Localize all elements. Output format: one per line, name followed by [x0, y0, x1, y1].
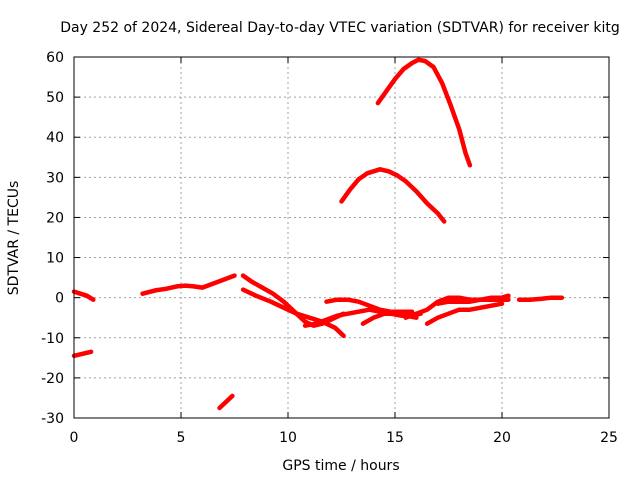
series-track-f: [240, 287, 346, 339]
data-series: [71, 57, 565, 411]
series-track-b: [71, 349, 94, 359]
plot-frame: [73, 56, 610, 419]
y-tick-label: 50: [46, 90, 64, 106]
series-track-a: [71, 289, 96, 302]
x-tick-label: 20: [493, 430, 511, 446]
y-tick-label: 40: [46, 130, 64, 146]
series-track-c: [140, 273, 237, 296]
y-tick-label: 20: [46, 210, 64, 226]
x-tick-label: 5: [177, 430, 186, 446]
y-tick-label: 60: [46, 50, 64, 66]
y-tick-label: -20: [41, 371, 64, 387]
chart-title: Day 252 of 2024, Sidereal Day-to-day VTE…: [60, 20, 620, 36]
series-track-d: [217, 393, 235, 411]
y-tick-label: 30: [46, 170, 64, 186]
grid: [74, 57, 609, 418]
series-track-n: [339, 167, 447, 224]
x-axis-title: GPS time / hours: [282, 458, 399, 474]
x-tick-label: 25: [600, 430, 618, 446]
series-track-h: [324, 297, 415, 314]
series-track-k: [424, 301, 505, 326]
series-track-m: [516, 295, 565, 302]
series-track-l: [435, 293, 511, 306]
y-tick-label: -10: [41, 331, 64, 347]
x-tick-label: 10: [279, 430, 297, 446]
y-tick-label: 10: [46, 251, 64, 267]
y-axis-title: SDTVAR / TECUs: [6, 181, 22, 296]
y-tick-label: -30: [41, 411, 64, 427]
x-tick-label: 0: [70, 430, 79, 446]
axis-ticks: 0 5 10 15 20 25 -30 -20 -10 0 10 20 30 40 50 60: [41, 50, 618, 446]
series-track-o: [375, 57, 473, 168]
x-tick-label: 15: [386, 430, 404, 446]
y-tick-label: 0: [55, 291, 64, 307]
